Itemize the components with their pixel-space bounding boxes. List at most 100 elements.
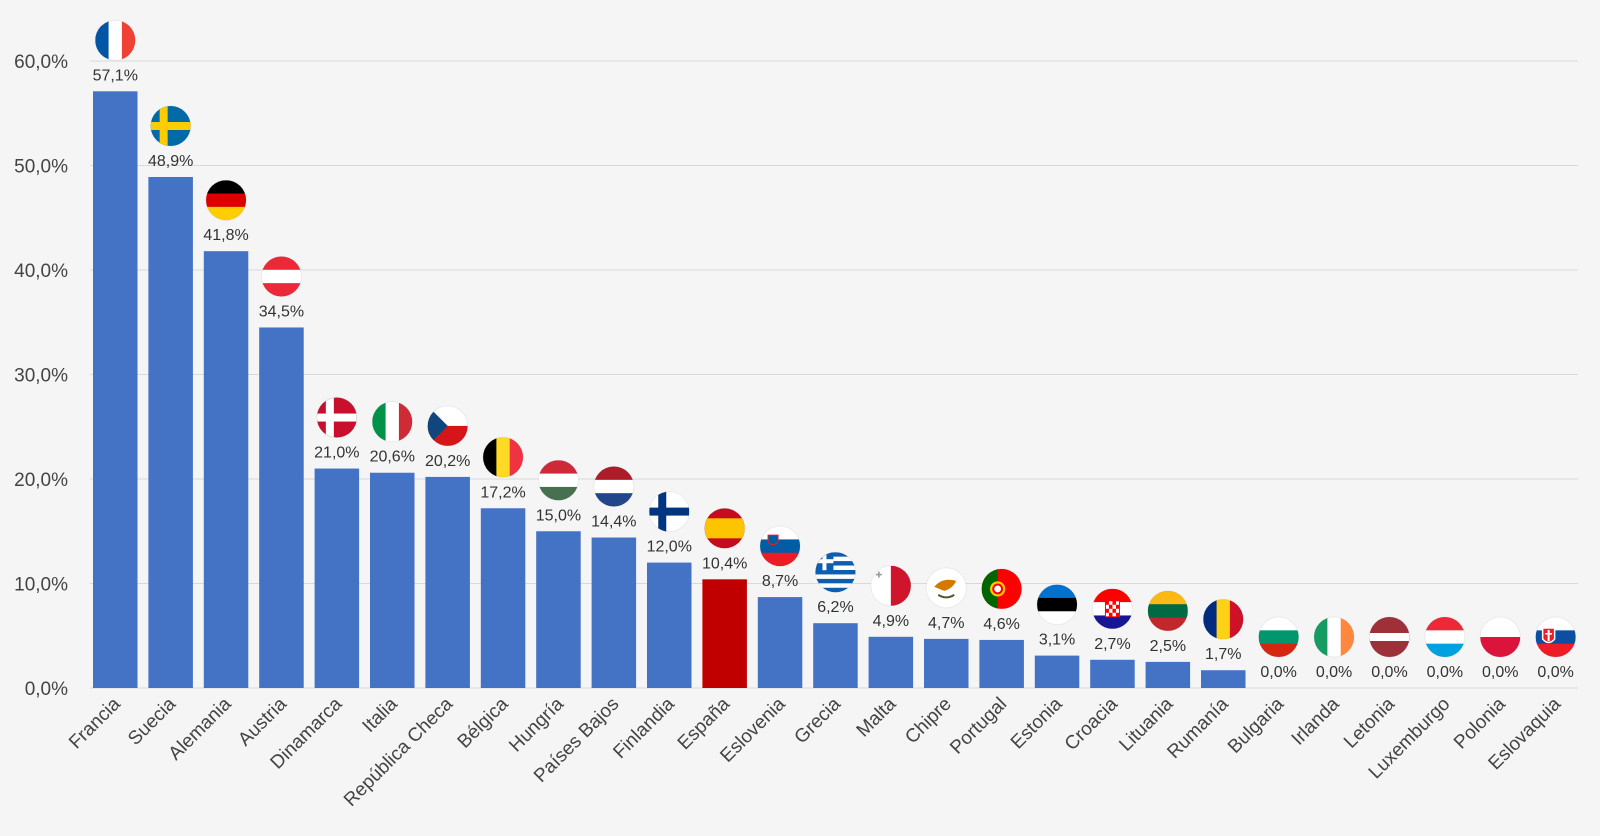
data-label: 21,0% <box>314 445 359 462</box>
bars <box>93 91 1246 689</box>
bar <box>813 623 858 688</box>
gridlines <box>90 60 1578 689</box>
y-tick-label: 60,0% <box>14 52 68 73</box>
bar <box>757 597 803 688</box>
bar <box>591 537 637 688</box>
sweden-flag-icon <box>150 105 191 146</box>
france-flag-icon <box>95 20 136 61</box>
data-label: 3,1% <box>1039 632 1075 649</box>
czech-republic-flag-icon <box>427 405 468 446</box>
y-tick-label: 40,0% <box>14 261 68 282</box>
data-label: 14,4% <box>591 514 636 531</box>
data-label: 6,2% <box>817 599 853 616</box>
bar <box>1034 655 1080 688</box>
data-label: 15,0% <box>536 507 581 524</box>
x-tick-label: Italia <box>359 693 403 737</box>
cyprus-flag-icon <box>926 567 967 608</box>
malta-flag-icon <box>870 565 911 606</box>
bar <box>203 251 249 688</box>
data-label: 12,0% <box>647 539 692 556</box>
bar <box>93 91 138 689</box>
data-label: 2,7% <box>1094 636 1130 653</box>
data-label: 4,6% <box>983 616 1019 633</box>
data-label: 34,5% <box>259 303 304 320</box>
data-label: 41,8% <box>203 227 248 244</box>
data-label: 0,0% <box>1371 664 1407 681</box>
latvia-flag-icon <box>1369 617 1410 657</box>
bar <box>1201 670 1246 688</box>
bar <box>647 562 692 688</box>
austria-flag-icon <box>261 256 302 297</box>
x-tick-label: Portugal <box>946 694 1011 759</box>
data-label: 20,2% <box>425 453 470 470</box>
finland-flag-icon <box>649 491 690 532</box>
data-label: 57,1% <box>93 67 138 84</box>
data-label: 0,0% <box>1260 664 1296 681</box>
y-tick-label: 50,0% <box>14 157 68 178</box>
italy-flag-icon <box>372 401 413 442</box>
data-label: 48,9% <box>148 153 193 170</box>
data-label: 20,6% <box>370 449 415 466</box>
bar <box>536 531 581 688</box>
denmark-flag-icon <box>316 397 357 438</box>
data-label: 10,4% <box>702 555 747 572</box>
y-tick-label: 20,0% <box>14 470 68 491</box>
data-label: 1,7% <box>1205 646 1241 663</box>
y-axis: 0,0% 10,0% 20,0% 30,0% 40,0% 50,0% 60,0% <box>14 52 68 700</box>
ireland-flag-icon <box>1314 617 1355 657</box>
x-tick-label: Francia <box>65 693 125 753</box>
data-label: 0,0% <box>1427 664 1463 681</box>
bar <box>1145 661 1191 688</box>
data-label: 8,7% <box>762 573 798 590</box>
bar <box>148 176 193 688</box>
y-tick-label: 10,0% <box>14 575 68 596</box>
spain-flag-icon <box>704 508 745 549</box>
lithuania-flag-icon <box>1147 590 1188 631</box>
luxembourg-flag-icon <box>1424 617 1465 657</box>
x-tick-label: Bulgaria <box>1224 693 1288 757</box>
belgium-flag-icon <box>483 437 524 478</box>
data-label: 4,7% <box>928 615 964 632</box>
bar <box>370 472 415 688</box>
bar <box>979 639 1024 688</box>
bar <box>868 636 914 688</box>
slovakia-flag-icon <box>1535 617 1576 657</box>
bar <box>259 327 304 688</box>
bar <box>314 468 360 688</box>
x-tick-label: Finlandia <box>609 693 679 763</box>
netherlands-flag-icon <box>593 466 634 507</box>
bar <box>1090 659 1135 688</box>
x-tick-label: Estonia <box>1007 693 1067 753</box>
germany-flag-icon <box>206 180 247 221</box>
y-tick-label: 0,0% <box>25 679 68 700</box>
x-tick-label: Rumanía <box>1163 693 1233 763</box>
data-label: 0,0% <box>1316 664 1352 681</box>
data-label: 0,0% <box>1482 664 1518 681</box>
x-tick-label: Bélgica <box>454 693 513 752</box>
croatia-flag-icon <box>1092 588 1133 629</box>
data-label: 17,2% <box>480 484 525 501</box>
bulgaria-flag-icon <box>1258 617 1299 657</box>
x-tick-label: Croacia <box>1061 693 1122 754</box>
data-label: 2,5% <box>1150 638 1186 655</box>
slovenia-flag-icon <box>760 526 801 567</box>
bar <box>425 476 470 688</box>
estonia-flag-icon <box>1037 584 1078 625</box>
x-tick-label: Irlanda <box>1288 693 1344 749</box>
data-labels: 57,1% 48,9% 41,8% 34,5% 21,0% 20,6% 20,2% 17,2%… <box>93 67 1574 681</box>
hungary-flag-icon <box>538 460 579 501</box>
y-tick-label: 30,0% <box>14 366 68 387</box>
bar <box>702 579 747 688</box>
data-label: 0,0% <box>1537 664 1573 681</box>
x-tick-label: Grecia <box>791 693 846 748</box>
poland-flag-icon <box>1480 617 1521 657</box>
bar <box>924 638 969 688</box>
romania-flag-icon <box>1203 599 1244 640</box>
bar <box>480 508 526 688</box>
flags <box>94 19 1577 658</box>
x-tick-label: Malta <box>853 693 901 741</box>
x-tick-label: Chipre <box>901 694 955 748</box>
data-label: 4,9% <box>873 613 909 630</box>
